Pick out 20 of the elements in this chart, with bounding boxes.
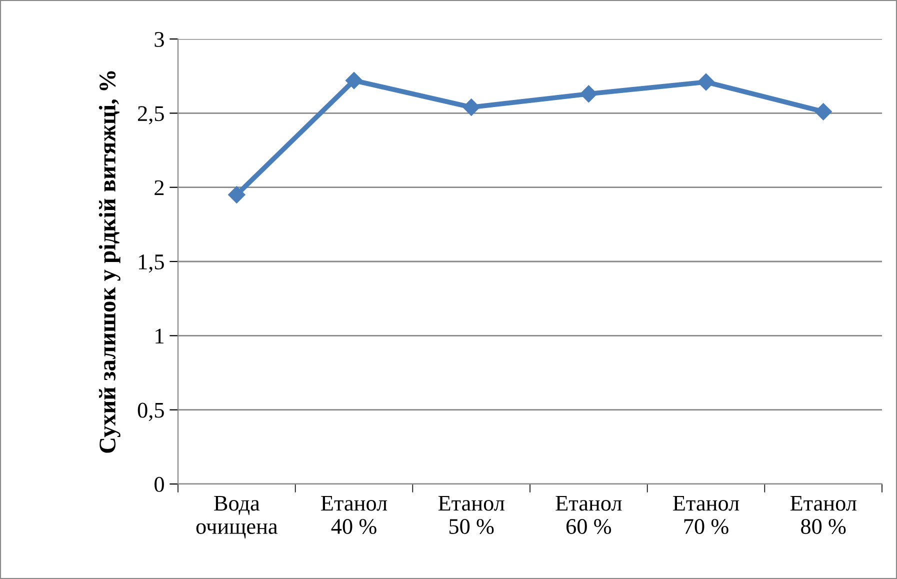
point: [697, 73, 715, 91]
x-tick-label: Етанол 50 %: [438, 496, 504, 534]
x-tick-label: Етанол 40 %: [321, 496, 388, 534]
point: [462, 98, 480, 116]
point: [580, 85, 598, 102]
y-tick-label: 3: [154, 32, 164, 47]
point: [228, 186, 246, 204]
x-tick-label: Етанол 70 %: [673, 496, 740, 534]
y-tick-label: 0: [154, 476, 164, 492]
y-tick-label: 0,5: [138, 402, 164, 421]
x-tick-label: Етанол 80 %: [790, 496, 856, 534]
point: [345, 72, 363, 90]
y-axis-title: Сухий залишок у рідкій витяжці, %: [98, 71, 120, 453]
y-tick-label: 1: [156, 328, 164, 344]
x-tick-label: Вода очищена: [196, 496, 278, 538]
y-tick-label: 2,5: [138, 106, 164, 124]
y-tick-label: 2: [154, 180, 164, 196]
x-tick-label: Етанол 60 %: [556, 496, 622, 534]
point: [814, 103, 832, 120]
y-tick-label: 1,5: [138, 254, 164, 273]
